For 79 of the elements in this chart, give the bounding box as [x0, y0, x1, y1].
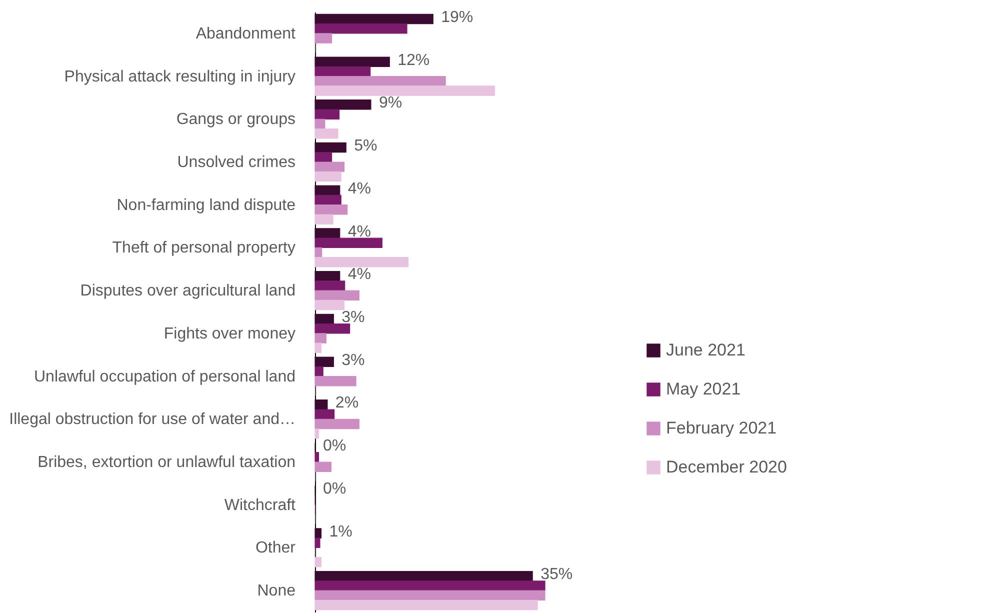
data-label: 3%: [342, 352, 365, 369]
bar: [314, 528, 322, 538]
data-label: 4%: [348, 223, 371, 240]
bar: [314, 152, 332, 162]
data-label: 4%: [348, 180, 371, 198]
y-tick-label: Physical attack resulting in injury: [64, 68, 296, 86]
bar: [314, 23, 408, 34]
bar: [314, 452, 320, 462]
data-label: 9%: [378, 94, 402, 112]
bar: [314, 538, 320, 548]
bar: [314, 171, 342, 182]
bar: [314, 142, 346, 153]
bar: [314, 185, 340, 196]
data-label: 3%: [342, 308, 365, 326]
bar: [314, 290, 360, 301]
bar: [314, 557, 322, 568]
y-tick-label: Non-farming land dispute: [116, 196, 296, 214]
y-tick-label: Unlawful occupation of personal land: [34, 368, 296, 386]
y-tick-label: Theft of personal property: [112, 240, 296, 257]
bar: [314, 100, 372, 110]
data-label: 2%: [335, 394, 359, 412]
bar: [314, 400, 328, 410]
legend-label: June 2021: [666, 340, 746, 360]
bar: [314, 204, 348, 215]
y-tick-label: Abandonment: [196, 25, 296, 42]
bar: [314, 214, 334, 224]
bar: [314, 270, 340, 282]
y-tick-label: None: [257, 582, 296, 600]
bar: [314, 409, 335, 420]
bar: [314, 109, 340, 120]
y-tick-label: Other: [255, 540, 296, 557]
bar: [314, 280, 346, 291]
bar: [314, 600, 538, 610]
bar: [314, 257, 409, 268]
bar: [314, 323, 350, 334]
data-label: 12%: [398, 52, 430, 69]
bar: [314, 194, 342, 206]
bar: [314, 570, 533, 582]
data-label: 0%: [323, 438, 346, 455]
bar: [314, 418, 360, 430]
bar: [314, 376, 356, 386]
data-label: 1%: [329, 523, 352, 540]
y-tick-label: Bribes, extortion or unlawful taxation: [38, 454, 296, 471]
bar: [314, 462, 332, 472]
legend-label: February 2021: [666, 418, 777, 438]
data-label: 35%: [540, 566, 573, 584]
bar: [314, 342, 322, 354]
data-label: 0%: [323, 480, 346, 498]
bar: [314, 428, 320, 439]
data-label: 5%: [354, 138, 378, 155]
bar: [314, 366, 324, 377]
bar: [314, 66, 371, 77]
y-tick-label: Unsolved crimes: [177, 154, 296, 171]
bar: [314, 238, 382, 248]
bar: [314, 76, 446, 86]
bar: [314, 300, 345, 310]
y-tick-label: Fights over money: [164, 325, 296, 342]
bar: [314, 590, 546, 601]
bar: [314, 33, 332, 44]
bar: [314, 56, 390, 67]
data-label: 4%: [348, 266, 371, 284]
bar: [314, 356, 334, 367]
bar: [314, 128, 338, 139]
bar: [314, 247, 322, 258]
legend-label: December 2020: [666, 458, 787, 476]
bar: [314, 162, 345, 172]
y-tick-label: Witchcraft: [224, 496, 296, 514]
y-tick-label: Gangs or groups: [176, 111, 296, 128]
data-label: 19%: [441, 8, 474, 26]
y-tick-label: Illegal obstruction for use of water and…: [9, 411, 296, 428]
bar: [314, 118, 326, 130]
bar: [314, 314, 334, 324]
legend-label: May 2021: [666, 380, 741, 398]
bar: [314, 580, 546, 591]
bar: [314, 14, 434, 24]
bar: [314, 228, 340, 238]
bar: [314, 86, 495, 96]
bar: [314, 333, 326, 344]
y-tick-label: Disputes over agricultural land: [80, 282, 296, 300]
